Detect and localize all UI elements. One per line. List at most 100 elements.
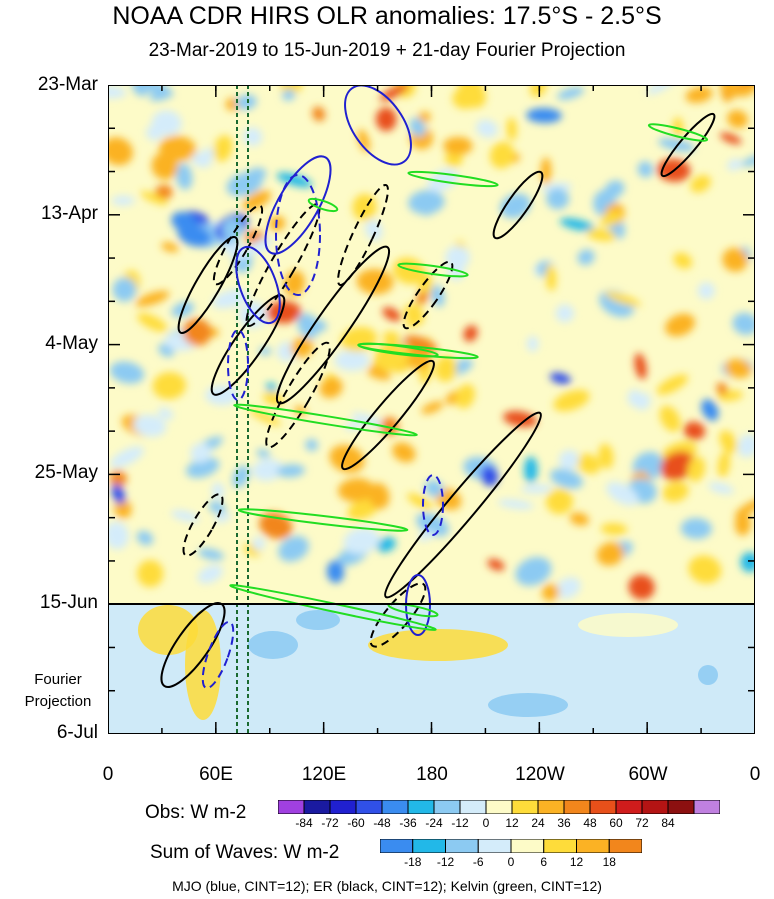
anomaly-patch — [526, 336, 539, 352]
projection-patch — [296, 610, 340, 630]
anomaly-patch — [637, 161, 654, 178]
anomaly-patch — [252, 458, 284, 481]
anomaly-patch — [555, 577, 581, 599]
anomaly-patch — [737, 434, 755, 458]
anomaly-patch — [133, 414, 167, 437]
anomaly-patch — [716, 382, 728, 396]
er-contour — [402, 260, 454, 330]
mjo-contour — [275, 174, 321, 296]
colorbar-swatch — [576, 839, 610, 853]
colorbar-tick-label: 84 — [661, 816, 675, 830]
x-tick-label: 0 — [102, 764, 114, 785]
anomaly-patch — [719, 132, 742, 145]
y-tick-label: 6-Jul — [56, 722, 98, 743]
anomaly-patch — [212, 289, 249, 309]
colorbar-swatch — [543, 839, 577, 853]
anomaly-patch — [550, 468, 583, 489]
anomaly-patch — [297, 313, 319, 339]
anomaly-patch — [660, 451, 695, 481]
anomaly-patch — [665, 313, 696, 337]
anomaly-patch — [276, 464, 305, 478]
anomaly-patch — [600, 211, 622, 227]
anomaly-patch — [545, 263, 557, 292]
anomaly-patch — [114, 499, 132, 519]
er-contour — [337, 183, 389, 287]
er-contour — [245, 203, 321, 327]
colorbar-tick-label: 24 — [531, 816, 545, 830]
anomaly-patch — [382, 331, 401, 345]
anomaly-patch — [685, 86, 713, 103]
anomaly-patch — [326, 560, 345, 584]
er-contour — [177, 235, 239, 335]
er-contour — [369, 582, 427, 648]
obs-colorbar — [278, 800, 720, 814]
anomaly-patch — [132, 85, 150, 97]
colorbar-swatch — [445, 839, 479, 853]
x-tick-label: 120E — [301, 764, 347, 785]
anomaly-patch — [197, 564, 223, 584]
anomaly-patch — [455, 384, 475, 409]
anomaly-patch — [366, 367, 391, 380]
anomaly-patch — [672, 117, 684, 138]
y-tick-label: 15-Jun — [39, 592, 98, 613]
colorbar-swatch — [693, 800, 720, 814]
waves-colorbar — [380, 839, 642, 853]
anomaly-patch — [634, 353, 647, 380]
anomaly-patch — [577, 249, 595, 266]
anomaly-patch — [456, 137, 470, 155]
anomaly-patch — [600, 523, 628, 536]
kelvin-contour — [233, 403, 418, 437]
colorbar-swatch — [381, 800, 409, 814]
colorbar-tick-label: -36 — [399, 816, 417, 830]
anomaly-patch — [139, 85, 174, 98]
colorbar-swatch — [355, 800, 383, 814]
anomaly-patch — [334, 349, 370, 371]
anomaly-patch — [604, 291, 641, 307]
anomaly-patch — [312, 106, 326, 122]
y-tick-label: 13-Apr — [40, 203, 98, 224]
y-tick-label: 25-May — [34, 462, 98, 483]
er-contour — [492, 170, 544, 240]
kelvin-contour — [397, 262, 469, 278]
hovmoller-plot — [108, 85, 755, 734]
anomaly-patch — [305, 438, 318, 452]
colorbar-swatch — [615, 800, 643, 814]
anomaly-patch — [276, 172, 313, 188]
anomaly-patch — [278, 535, 309, 562]
anomaly-patch — [421, 401, 444, 414]
obs-colorbar-label: Obs: W m-2 — [145, 802, 247, 823]
colorbar-swatch — [608, 839, 642, 853]
anomaly-patch — [524, 456, 538, 483]
kelvin-contour — [647, 123, 709, 142]
waves-colorbar-label: Sum of Waves: W m-2 — [150, 842, 340, 863]
anomaly-patch — [596, 542, 625, 566]
colorbar-swatch — [329, 800, 357, 814]
anomaly-patch — [662, 481, 689, 503]
x-tick-label: 180 — [416, 764, 448, 785]
colorbar-swatch — [641, 800, 669, 814]
anomaly-patch — [265, 382, 277, 392]
anomaly-patch — [503, 411, 538, 427]
anomaly-patch — [135, 290, 170, 307]
anomaly-patch — [368, 482, 390, 509]
colorbar-tick-label: -18 — [404, 855, 422, 869]
anomaly-patch — [725, 85, 740, 98]
anomaly-patch — [343, 527, 380, 555]
er-contour — [275, 245, 391, 405]
anomaly-patch — [732, 312, 755, 335]
anomaly-patch — [463, 325, 478, 342]
anomaly-patch — [235, 94, 257, 110]
colorbar-swatch — [511, 800, 539, 814]
anomaly-patch — [487, 558, 505, 571]
anomaly-patch — [151, 152, 179, 180]
anomaly-patch — [177, 224, 212, 247]
anomaly-patch — [152, 372, 187, 400]
anomaly-patch — [406, 493, 433, 510]
anomaly-patch — [489, 141, 515, 169]
colorbar-tick-label: -6 — [472, 855, 484, 869]
anomaly-patch — [480, 465, 499, 487]
anomaly-patch — [248, 408, 282, 426]
anomaly-patch — [520, 484, 553, 494]
projection-patch — [698, 665, 718, 685]
anomaly-patch — [673, 252, 693, 269]
